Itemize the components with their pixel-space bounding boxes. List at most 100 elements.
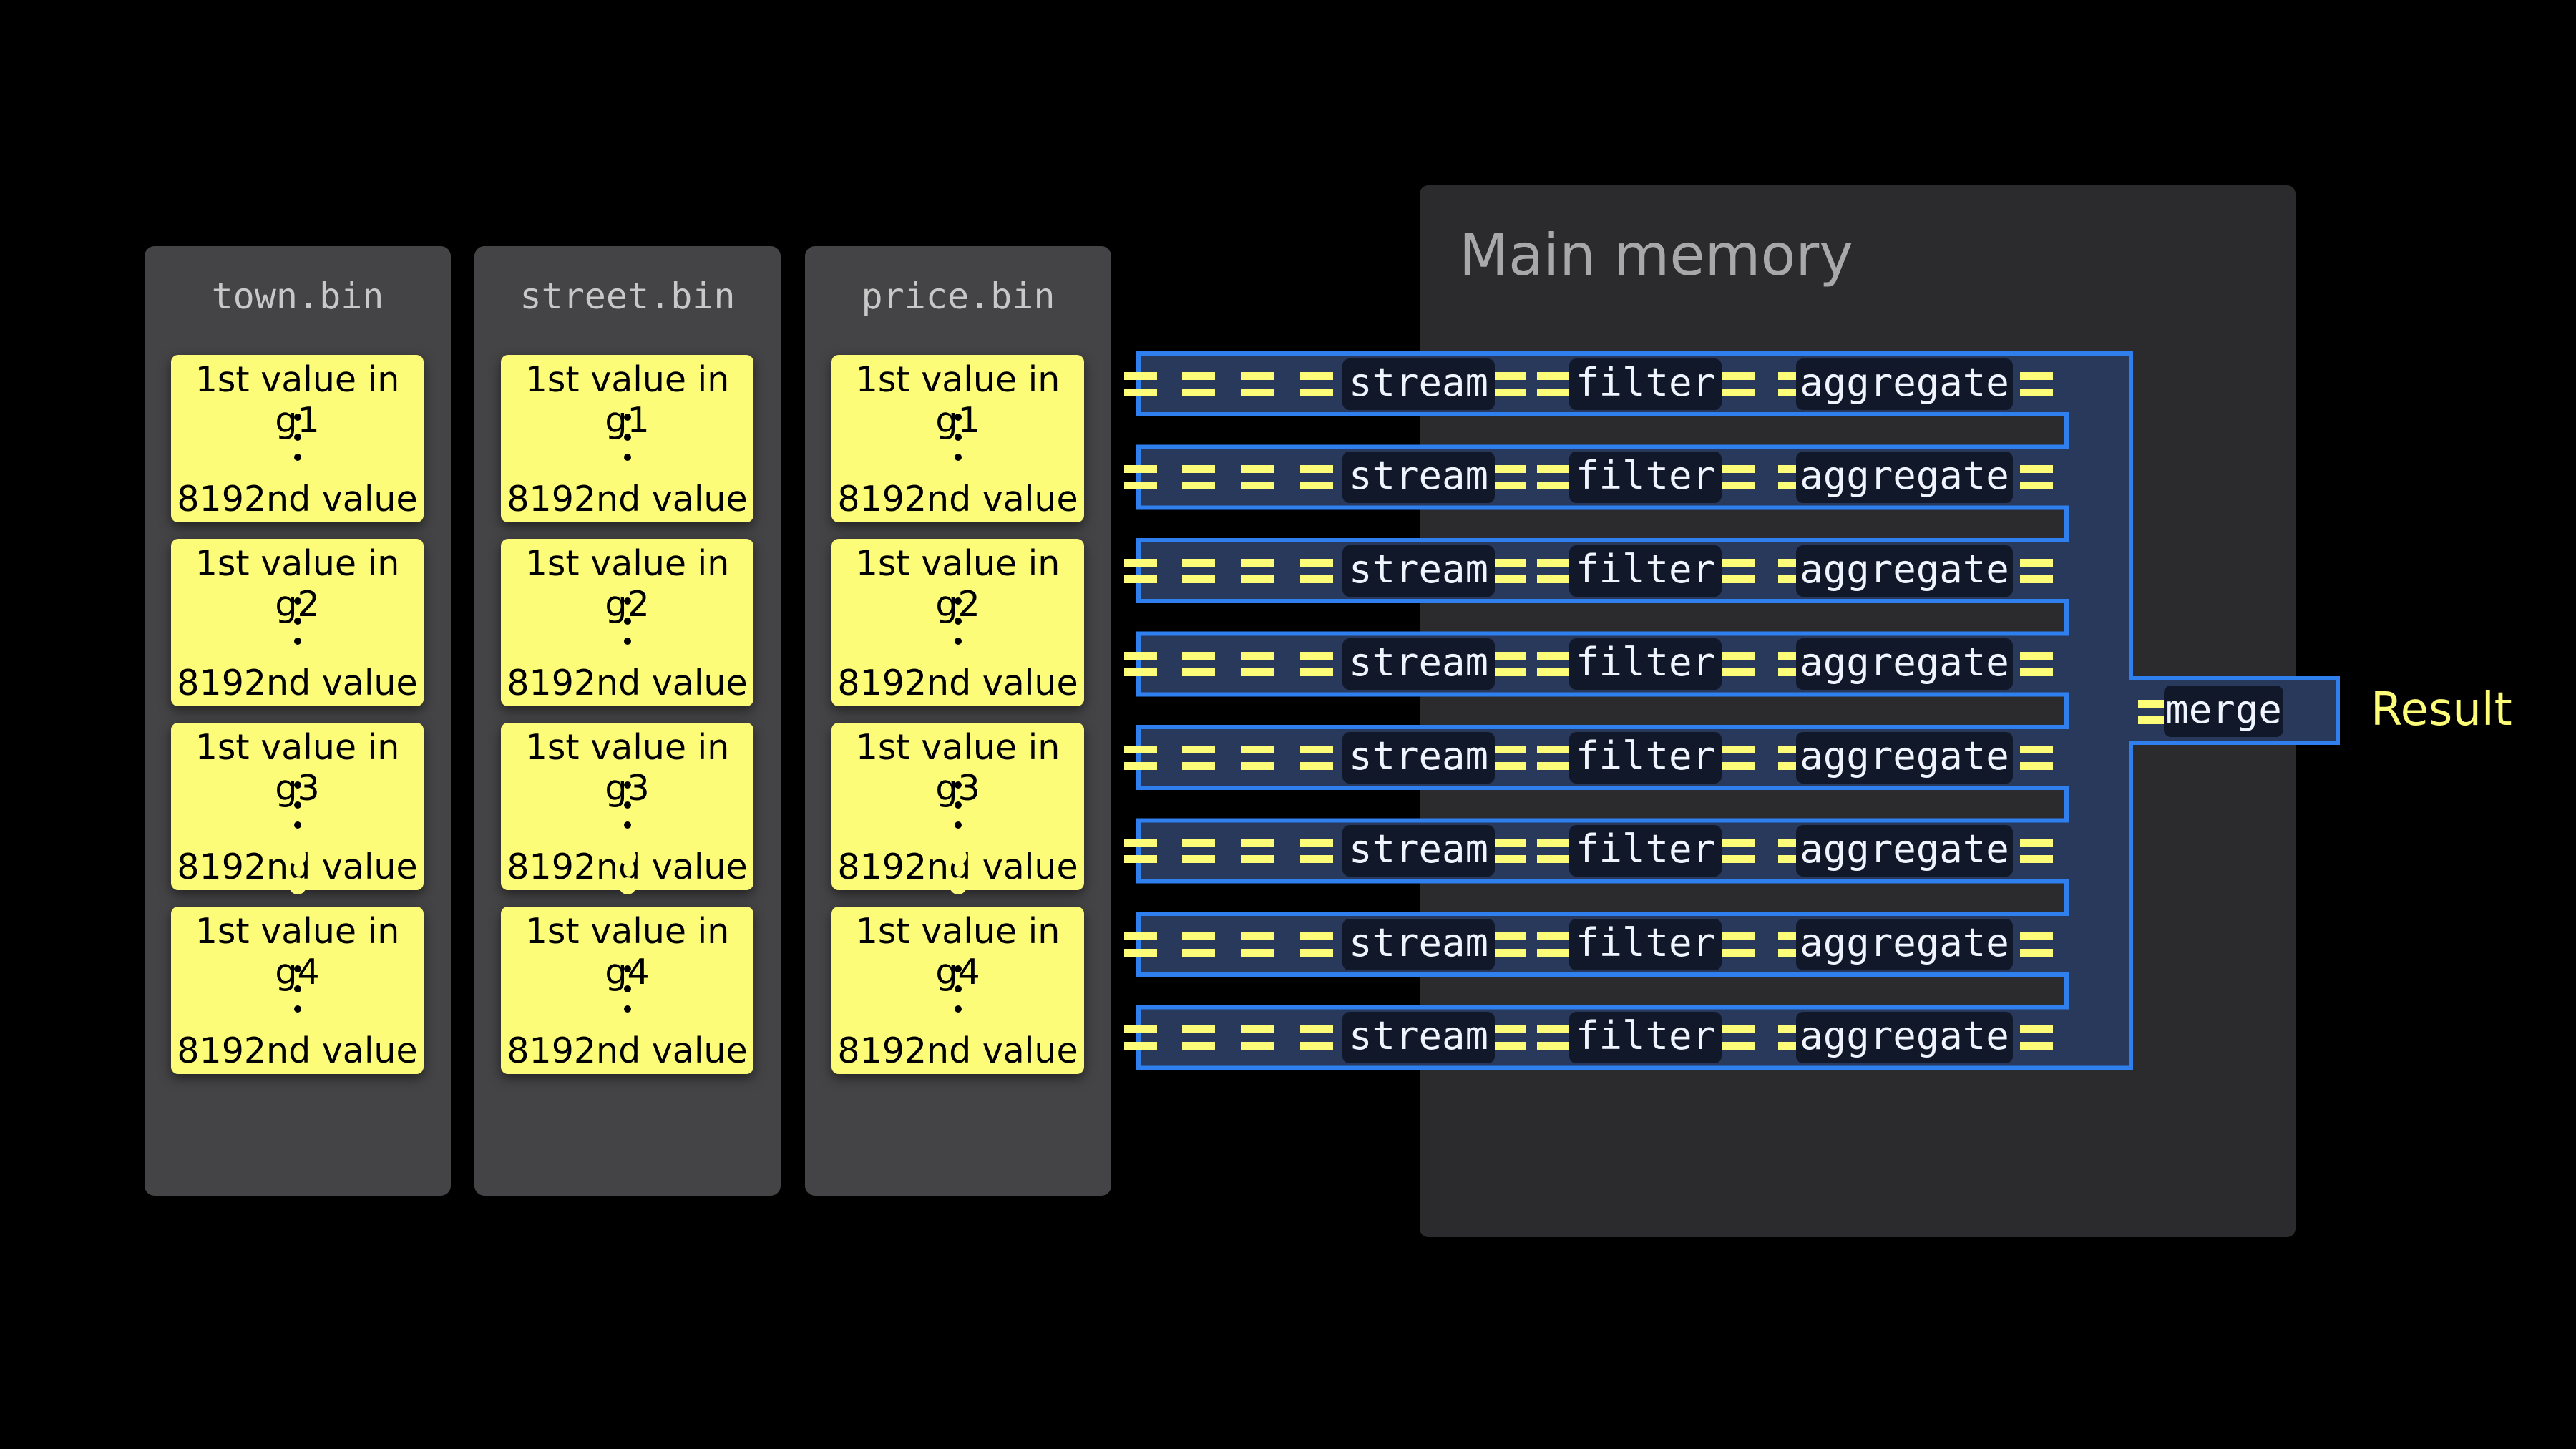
granule-last-value: 8192nd value [507,479,748,519]
more-granules-ellipsis-icon [950,848,967,936]
column-title: town.bin [211,275,384,317]
data-flow-icon [1241,371,1274,396]
more-granules-ellipsis-icon [619,848,636,936]
vertical-ellipsis-icon [954,781,962,841]
granule-box: 1st value in g4 8192nd value [171,907,424,1074]
data-flow-icon [1182,465,1215,489]
data-flow-icon [1537,465,1570,489]
stream-operator: stream [1342,825,1495,877]
data-flow-icon [1778,745,1811,770]
data-flow-icon [1722,839,1755,863]
vertical-ellipsis-icon [623,781,631,841]
data-flow-icon [1124,1025,1157,1050]
granule-last-value: 8192nd value [177,663,418,703]
column-title: street.bin [519,275,736,317]
data-flow-icon [1537,652,1570,676]
vertical-ellipsis-icon [293,597,301,658]
stream-operator: stream [1342,452,1495,503]
stream-operator: stream [1342,638,1495,690]
data-flow-icon [2020,1025,2053,1050]
data-flow-icon [1722,465,1755,489]
data-flow-icon [1493,465,1526,489]
stream-operator: stream [1342,545,1495,597]
data-flow-icon [1722,932,1755,957]
data-flow-icon [1722,745,1755,770]
aggregate-operator: aggregate [1796,638,2013,690]
filter-operator: filter [1569,638,1722,690]
data-flow-icon [1241,1025,1274,1050]
filter-operator: filter [1569,545,1722,597]
merge-connector-icon [2138,700,2171,724]
vertical-ellipsis-icon [293,965,301,1025]
data-flow-icon [1182,558,1215,583]
data-flow-icon [1493,839,1526,863]
data-flow-icon [1778,652,1811,676]
stream-operator: stream [1342,731,1495,784]
granule-first-value: 1st value in g4 [195,911,400,992]
data-flow-icon [1182,652,1215,676]
granule-last-value: 8192nd value [837,663,1078,703]
data-flow-icon [1778,839,1811,863]
data-flow-icon [1241,745,1274,770]
aggregate-operator: aggregate [1796,918,2013,970]
granule-box: 1st value in g1 8192nd value [831,355,1084,522]
data-flow-icon [1300,465,1333,489]
data-flow-icon [1493,932,1526,957]
filter-operator: filter [1569,358,1722,410]
data-flow-icon [1778,558,1811,583]
filter-operator: filter [1569,731,1722,784]
data-flow-icon [1300,371,1333,396]
vertical-ellipsis-icon [623,414,631,474]
granule-box: 1st value in g38192nd value [501,723,753,890]
granule-box: 1st value in g38192nd value [171,723,424,890]
vertical-ellipsis-icon [623,965,631,1025]
data-flow-icon [1722,371,1755,396]
data-flow-icon [1722,652,1755,676]
granule-first-value: 1st value in g2 [195,543,400,625]
data-flow-icon [1241,652,1274,676]
data-flow-icon [2020,371,2053,396]
column-title: price.bin [861,275,1055,317]
granule-box: 1st value in g48192nd value [831,907,1084,1074]
data-flow-icon [1778,371,1811,396]
aggregate-operator: aggregate [1796,1012,2013,1063]
filter-operator: filter [1569,452,1722,503]
stream-operator: stream [1342,1012,1495,1063]
granule-first-value: 1st value in g2 [855,543,1060,625]
vertical-ellipsis-icon [954,597,962,658]
data-flow-icon [1182,745,1215,770]
data-flow-icon [1124,558,1157,583]
data-flow-icon [2020,465,2053,489]
data-flow-icon [1300,932,1333,957]
aggregate-operator: aggregate [1796,731,2013,784]
data-flow-icon [1493,652,1526,676]
granule-box: 1st value in g2 8192nd value [171,539,424,706]
data-flow-icon [1300,745,1333,770]
data-flow-icon [1493,745,1526,770]
data-flow-icon [1493,558,1526,583]
data-flow-icon [2020,558,2053,583]
result-label: Result [2371,683,2512,736]
data-flow-icon [1300,839,1333,863]
data-flow-icon [1537,558,1570,583]
data-flow-icon [1124,371,1157,396]
granule-box: 1st value in g1 8192nd value [501,355,753,522]
data-flow-icon [1241,558,1274,583]
data-flow-icon [1778,932,1811,957]
vertical-ellipsis-icon [293,414,301,474]
data-flow-icon [1722,1025,1755,1050]
granule-first-value: 1st value in g1 [195,359,400,441]
aggregate-operator: aggregate [1796,358,2013,410]
data-flow-icon [1124,745,1157,770]
granule-box: 1st value in g1 8192nd value [171,355,424,522]
data-flow-icon [1722,558,1755,583]
data-flow-icon [1778,465,1811,489]
granule-last-value: 8192nd value [837,479,1078,519]
file-column-price: price.bin 1st value in g18192nd value 1st … [805,246,1111,1196]
data-flow-icon [2020,839,2053,863]
granule-last-value: 8192nd value [177,1030,418,1071]
data-flow-icon [1537,745,1570,770]
filter-operator: filter [1569,825,1722,877]
granule-last-value: 8192nd value [177,479,418,519]
